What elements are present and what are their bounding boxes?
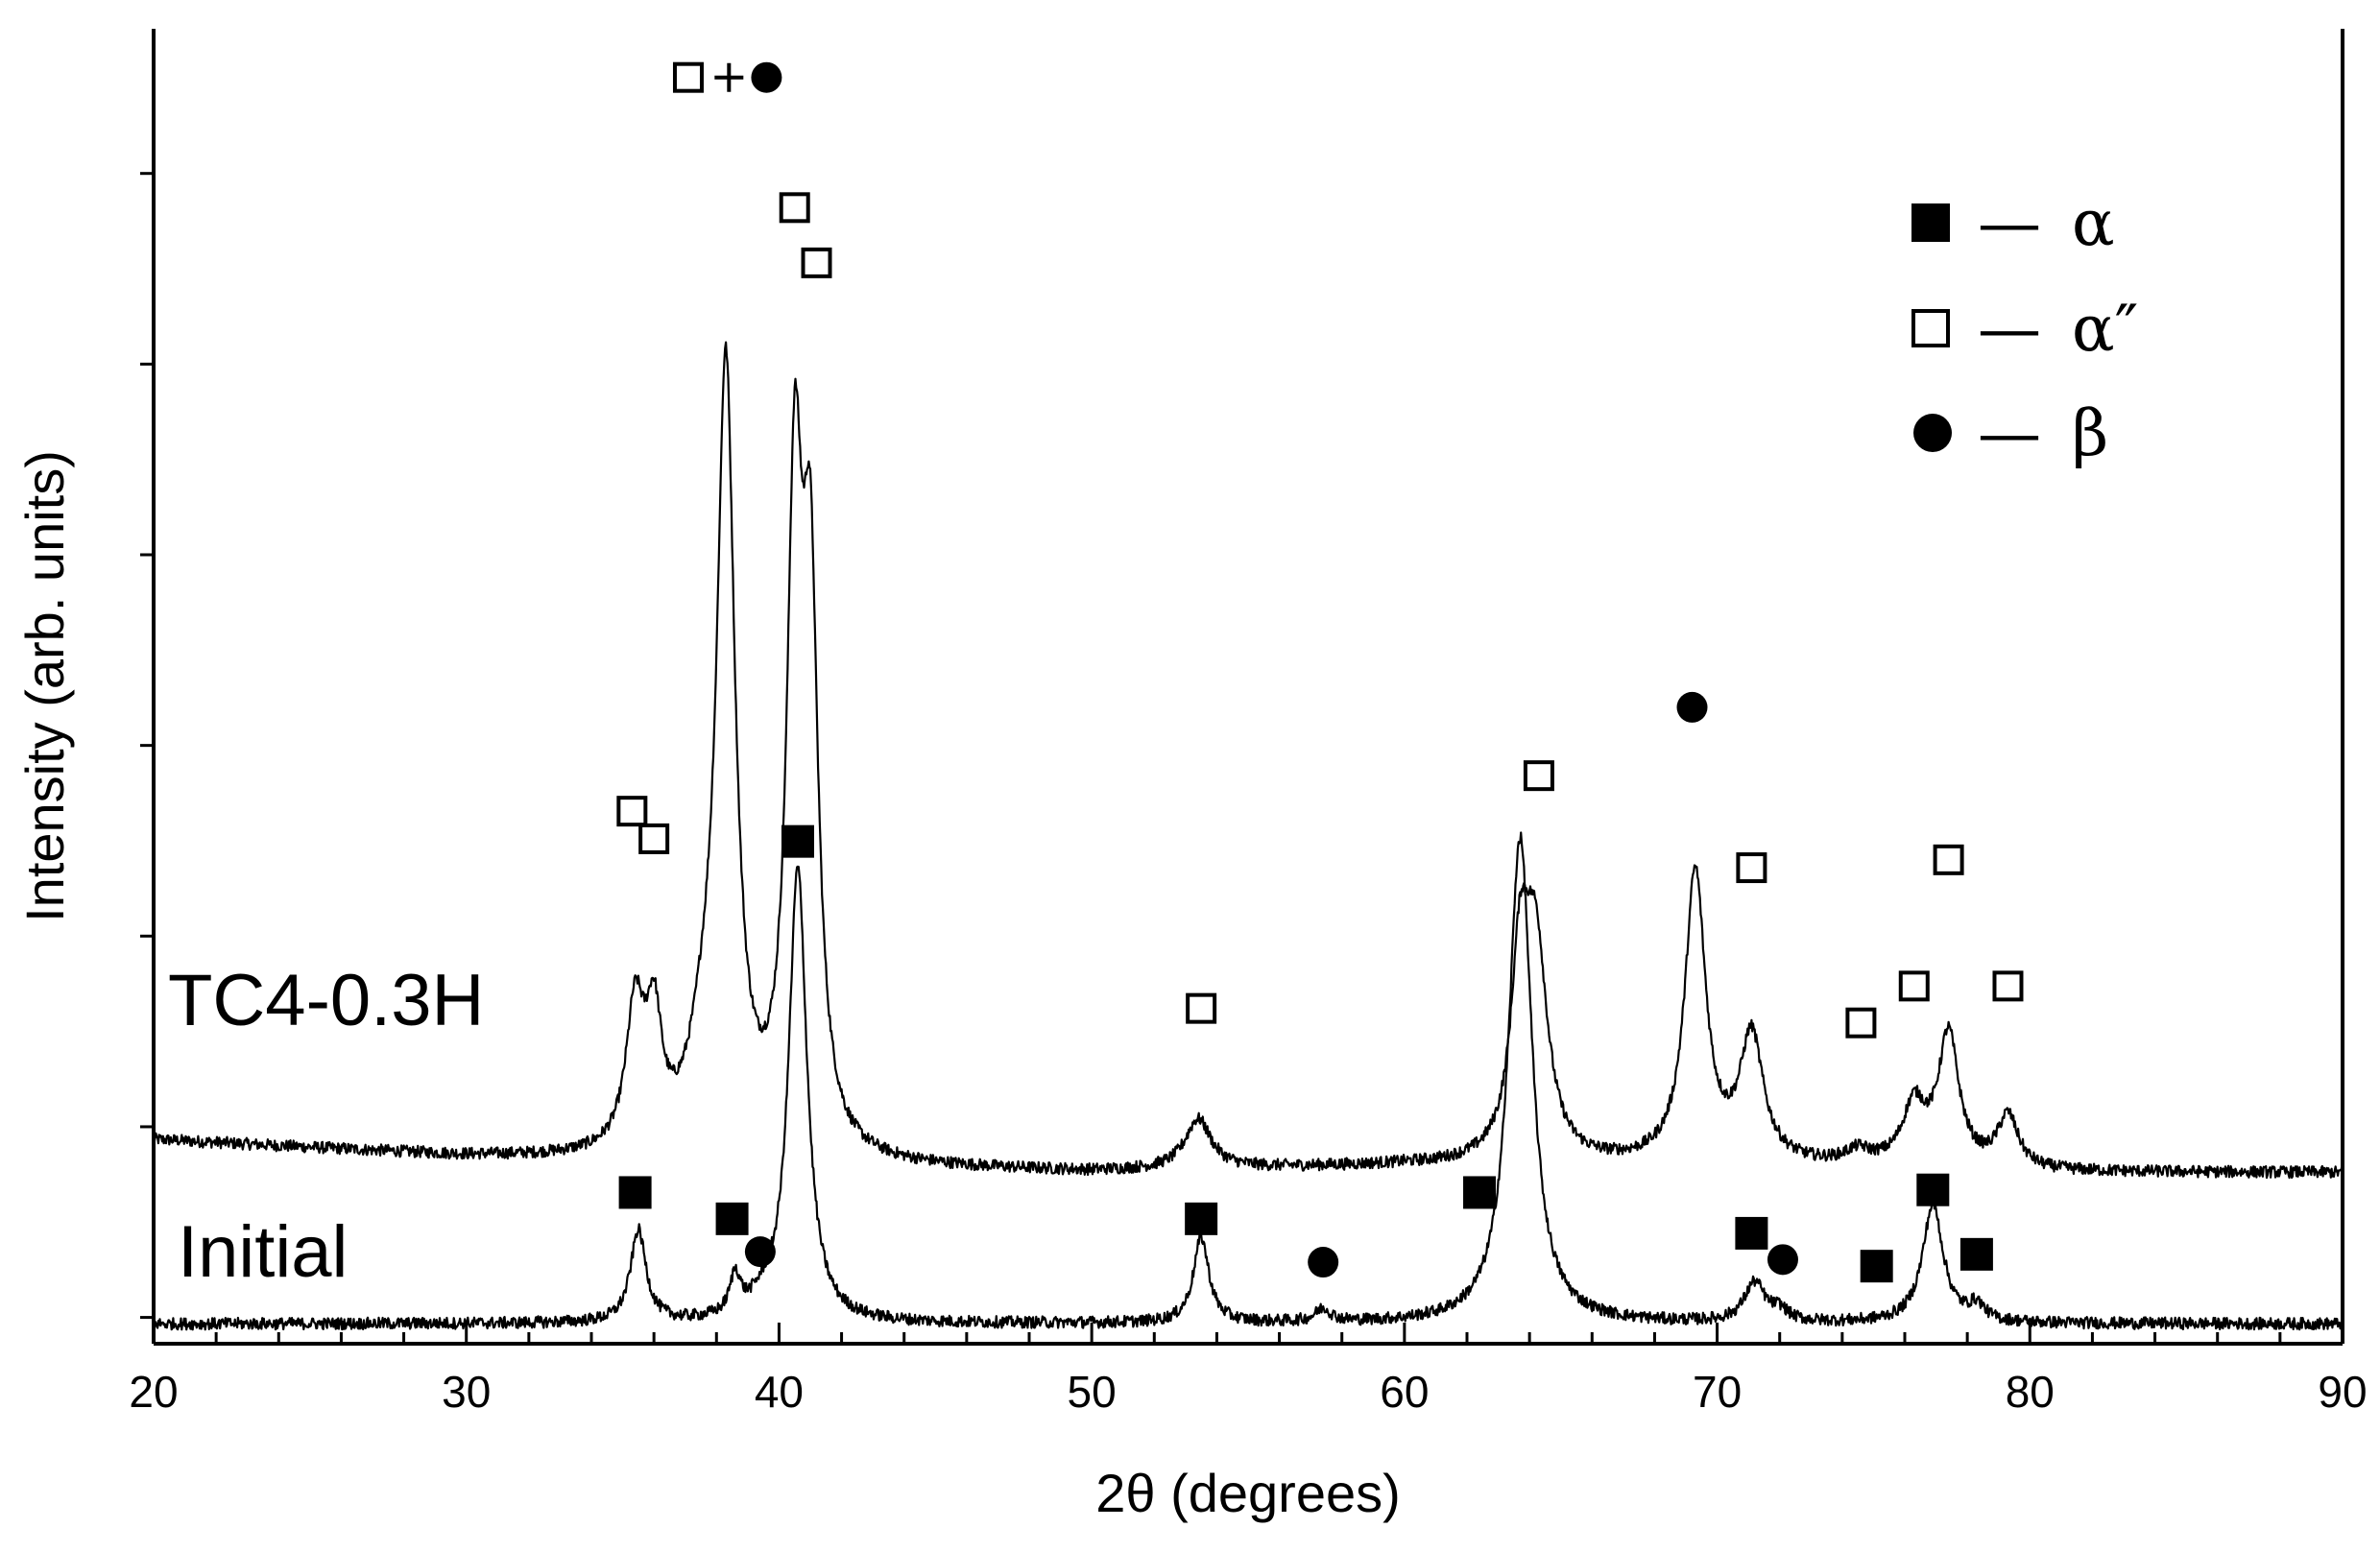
alpha-marker-icon [1916, 1173, 1950, 1206]
legend: — α — α″ — β [1911, 186, 2138, 470]
legend-filled-square-icon [1911, 203, 1950, 242]
alpha-marker-icon [618, 1176, 652, 1209]
alpha-marker-icon [1185, 1202, 1218, 1235]
alpha-marker-icon [1959, 1237, 1993, 1271]
legend-label: α [2072, 186, 2115, 260]
alpha-double-prime-marker-icon [801, 247, 832, 278]
series-line-0 [152, 341, 2344, 1180]
legend-open-square-icon [1911, 309, 1950, 347]
legend-filled-circle-icon [1913, 414, 1952, 452]
alpha-double-prime-marker-icon [1845, 1007, 1877, 1039]
marker-layer [616, 61, 2024, 1283]
series-label-tc4-0.3h: TC4-0.3H [168, 960, 484, 1041]
x-tick-label: 50 [1068, 1367, 1117, 1417]
series-label-initial: Initial [178, 1211, 348, 1293]
alpha-double-prime-marker-icon [638, 823, 670, 854]
legend-label: α″ [2072, 292, 2138, 366]
alpha-marker-icon [715, 1202, 749, 1235]
alpha-double-prime-marker-icon [1736, 852, 1767, 884]
beta-marker-icon [1308, 1247, 1339, 1278]
alpha-double-prime-marker-icon [1523, 760, 1554, 792]
x-tick-label: 90 [2318, 1367, 2367, 1417]
plot-frame [152, 29, 2344, 1346]
alpha-double-prime-marker-icon [1186, 992, 1217, 1024]
alpha-marker-icon [1463, 1176, 1497, 1209]
legend-dash: — [1978, 396, 2041, 470]
x-tick-label: 70 [1693, 1367, 1742, 1417]
series-line-1 [153, 831, 2344, 1331]
alpha-marker-icon [781, 824, 814, 858]
x-tick-label: 80 [2006, 1367, 2055, 1417]
alpha-double-prime-marker-icon [779, 192, 810, 224]
alpha-marker-icon [1860, 1250, 1893, 1283]
x-tick-label: 60 [1380, 1367, 1429, 1417]
beta-marker-icon [751, 61, 782, 93]
legend-dash: — [1978, 292, 2041, 366]
beta-marker-icon [1676, 691, 1708, 723]
x-tick-label: 30 [442, 1367, 491, 1417]
x-axis-label: 2θ (degrees) [1095, 1463, 1401, 1523]
plus-icon [714, 62, 744, 92]
alpha-double-prime-marker-icon [1898, 970, 1930, 1002]
legend-label: β [2072, 396, 2108, 470]
legend-entry-alpha-double-prime: — α″ [1911, 292, 2138, 366]
x-tick-label: 20 [129, 1367, 178, 1417]
y-axis-label: Intensity (arb. units) [14, 450, 75, 922]
legend-entry-alpha: — α [1911, 186, 2115, 260]
y-ticks [140, 172, 154, 1320]
alpha-marker-icon [1735, 1216, 1768, 1250]
legend-dash: — [1978, 186, 2041, 260]
beta-marker-icon [1767, 1244, 1798, 1276]
x-ticks: 20 30 40 50 60 70 80 90 [129, 1323, 2368, 1417]
alpha-double-prime-marker-icon [616, 796, 648, 827]
beta-marker-icon [744, 1236, 776, 1268]
x-tick-label: 40 [755, 1367, 804, 1417]
alpha-double-prime-marker-icon [1933, 844, 1964, 875]
alpha-double-prime-marker-icon [672, 61, 704, 93]
series-layer [152, 341, 2344, 1331]
legend-entry-beta: — β [1913, 396, 2108, 470]
alpha-double-prime-marker-icon [1992, 970, 2024, 1002]
